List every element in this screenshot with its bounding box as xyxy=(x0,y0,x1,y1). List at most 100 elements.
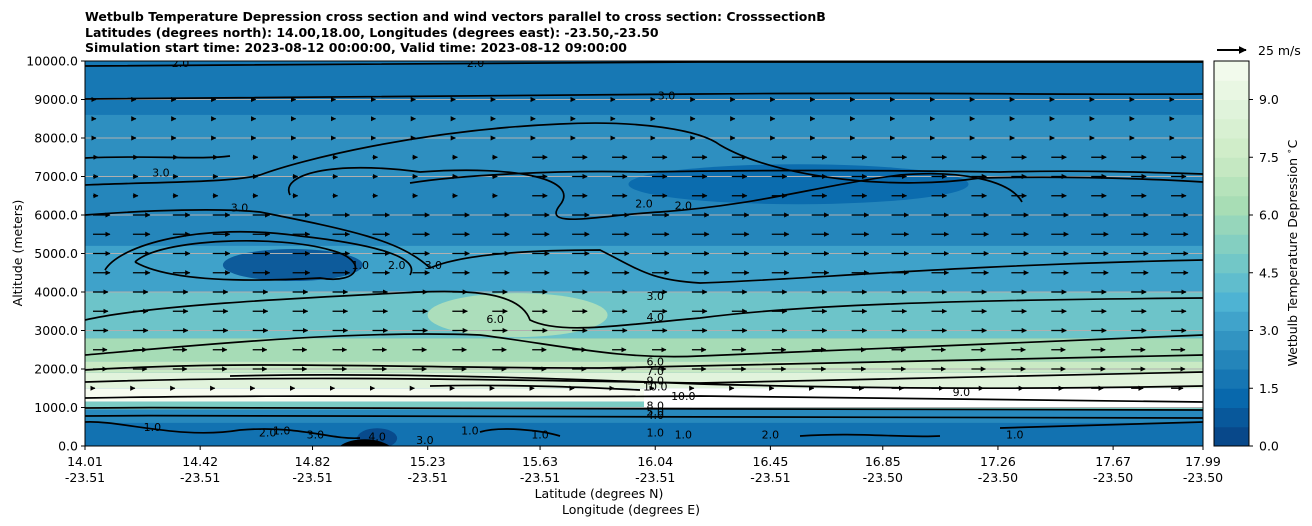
colorbar-tick-label: 9.0 xyxy=(1259,92,1279,107)
contour-label: 1.0 xyxy=(461,425,479,438)
title-line-3: Simulation start time: 2023-08-12 00:00:… xyxy=(85,40,627,55)
x-tick-label-lat: 14.42 xyxy=(182,454,218,469)
contour-2-c xyxy=(479,428,941,438)
contour-label: 4.0 xyxy=(368,430,386,443)
band-upper xyxy=(85,114,1203,177)
y-tick-label: 0.0 xyxy=(58,439,78,454)
y-tick-label: 6000.0 xyxy=(34,208,78,223)
blob-dry-core-east xyxy=(628,164,969,205)
y-tick-label: 7000.0 xyxy=(34,169,78,184)
contour-label: 2.0 xyxy=(172,57,190,70)
band-mid-low xyxy=(85,292,1203,339)
x-tick-label-lat: 16.04 xyxy=(637,454,673,469)
y-tick-label: 10000.0 xyxy=(26,54,78,69)
colorbar-segment xyxy=(1214,349,1249,370)
x-tick-label-lat: 14.01 xyxy=(67,454,103,469)
x-tick-label-lon: -23.51 xyxy=(180,470,220,485)
chart-title: Wetbulb Temperature Depression cross sec… xyxy=(85,9,826,56)
wind-vectors xyxy=(90,96,1189,391)
x-tick-label-lon: -23.51 xyxy=(750,470,790,485)
colorbar-segment xyxy=(1214,388,1249,408)
y-tick-label: 3000.0 xyxy=(34,323,78,338)
colorbar-tick-label: 0.0 xyxy=(1259,439,1279,454)
contour-label: 2.0 xyxy=(762,428,780,441)
x-tick-label-lat: 16.45 xyxy=(753,454,789,469)
contour-3-b xyxy=(85,209,1203,284)
colorbar-tick-label: 1.5 xyxy=(1259,381,1279,396)
contour-lines xyxy=(85,61,1203,446)
colorbar-frame xyxy=(1213,60,1250,447)
contour-label: 10.0 xyxy=(671,390,696,403)
colorbar-segment xyxy=(1214,118,1249,139)
contour-label: 5.0 xyxy=(646,405,664,418)
y-axis: 0.0 1000.0 2000.0 3000.0 4000.0 5000.0 6000.0 7… xyxy=(26,54,85,454)
contour-label: 1.0 xyxy=(1006,428,1024,441)
contour-2-top xyxy=(85,61,1203,67)
blob-moist-pocket xyxy=(427,293,608,338)
contour-label: 3.0 xyxy=(307,428,325,441)
contour-labels: 2.0 2.03.03.03.0 2.0 2.01.0 2.0 3.03.04.06.06… xyxy=(144,57,1024,447)
contour-label: 1.0 xyxy=(531,428,549,441)
contour-label: 8.0 xyxy=(646,400,664,413)
y-tick-label: 1000.0 xyxy=(34,400,78,415)
contour-label: 4.0 xyxy=(646,311,664,324)
contour-2-a xyxy=(409,169,1203,184)
contour-9 xyxy=(85,371,1203,384)
x-tick-label-lat: 17.67 xyxy=(1095,454,1131,469)
contour-label: 7.0 xyxy=(646,365,664,378)
colorbar-segment xyxy=(1214,330,1249,351)
colorbar-segment xyxy=(1214,311,1249,331)
colorbar-segment xyxy=(1214,407,1249,428)
contour-label: 6.0 xyxy=(486,313,504,326)
contour-2-b xyxy=(104,230,413,276)
y-tick-label: 8000.0 xyxy=(34,131,78,146)
contour-label: 4.0 xyxy=(646,409,664,422)
contour-label: 2.0 xyxy=(467,57,485,70)
colorbar-label: Wetbulb Temperature Depression ∘C xyxy=(1285,139,1300,366)
contour-label: 2.0 xyxy=(388,259,406,272)
colorbar-segment xyxy=(1214,292,1249,312)
contour-label: 1.0 xyxy=(646,427,664,440)
contour-label: 1.0 xyxy=(675,428,693,441)
colorbar-segment xyxy=(1214,369,1249,389)
colorbar-segment xyxy=(1214,138,1249,158)
contour-10 xyxy=(229,374,1203,391)
contour-6 xyxy=(85,333,1203,358)
colorbar-tick-label: 7.5 xyxy=(1259,150,1279,165)
contour-label: 3.0 xyxy=(416,434,434,447)
colorbar-segment xyxy=(1214,99,1249,120)
x-tick-label-lat: 14.82 xyxy=(295,454,331,469)
x-tick-label-lon: -23.51 xyxy=(292,470,332,485)
contour-label: 6.0 xyxy=(646,355,664,368)
y-tick-label: 9000.0 xyxy=(34,92,78,107)
x-tick-label-lon: -23.50 xyxy=(978,470,1018,485)
contour-label: 1.0 xyxy=(273,425,291,438)
x-tick-label-lon: -23.51 xyxy=(408,470,448,485)
colorbar xyxy=(1214,61,1249,447)
contour-label: 3.0 xyxy=(231,201,249,214)
y-tick-label: 2000.0 xyxy=(34,362,78,377)
x-tick-label-lat: 17.99 xyxy=(1185,454,1221,469)
contour-1 xyxy=(134,239,357,281)
colorbar-segment xyxy=(1214,215,1249,235)
colorbar-segment xyxy=(1214,195,1249,216)
title-line-1: Wetbulb Temperature Depression cross sec… xyxy=(85,9,826,24)
contour-label: 1.0 xyxy=(352,259,370,272)
wind-key-label: 25 m/s xyxy=(1258,43,1301,58)
x-tick-label-lat: 15.23 xyxy=(410,454,446,469)
x-axis-label-longitude: Longitude (degrees E) xyxy=(562,502,700,517)
x-tick-label-lon: -23.51 xyxy=(635,470,675,485)
x-tick-label-lon: -23.51 xyxy=(65,470,105,485)
x-tick-label-lon: -23.50 xyxy=(1093,470,1133,485)
colorbar-segment xyxy=(1214,253,1249,274)
y-axis-label: Altitude (meters) xyxy=(10,200,25,307)
x-tick-label-lat: 17.26 xyxy=(980,454,1016,469)
contour-label: 10.0 xyxy=(643,380,668,393)
band-low-mid xyxy=(85,338,1203,362)
colorbar-segment xyxy=(1214,426,1249,447)
contour-8 xyxy=(85,395,1203,403)
contour-7 xyxy=(85,354,1203,371)
contour-label: 2.0 xyxy=(675,199,693,212)
x-tick-label-lon: -23.50 xyxy=(1183,470,1223,485)
